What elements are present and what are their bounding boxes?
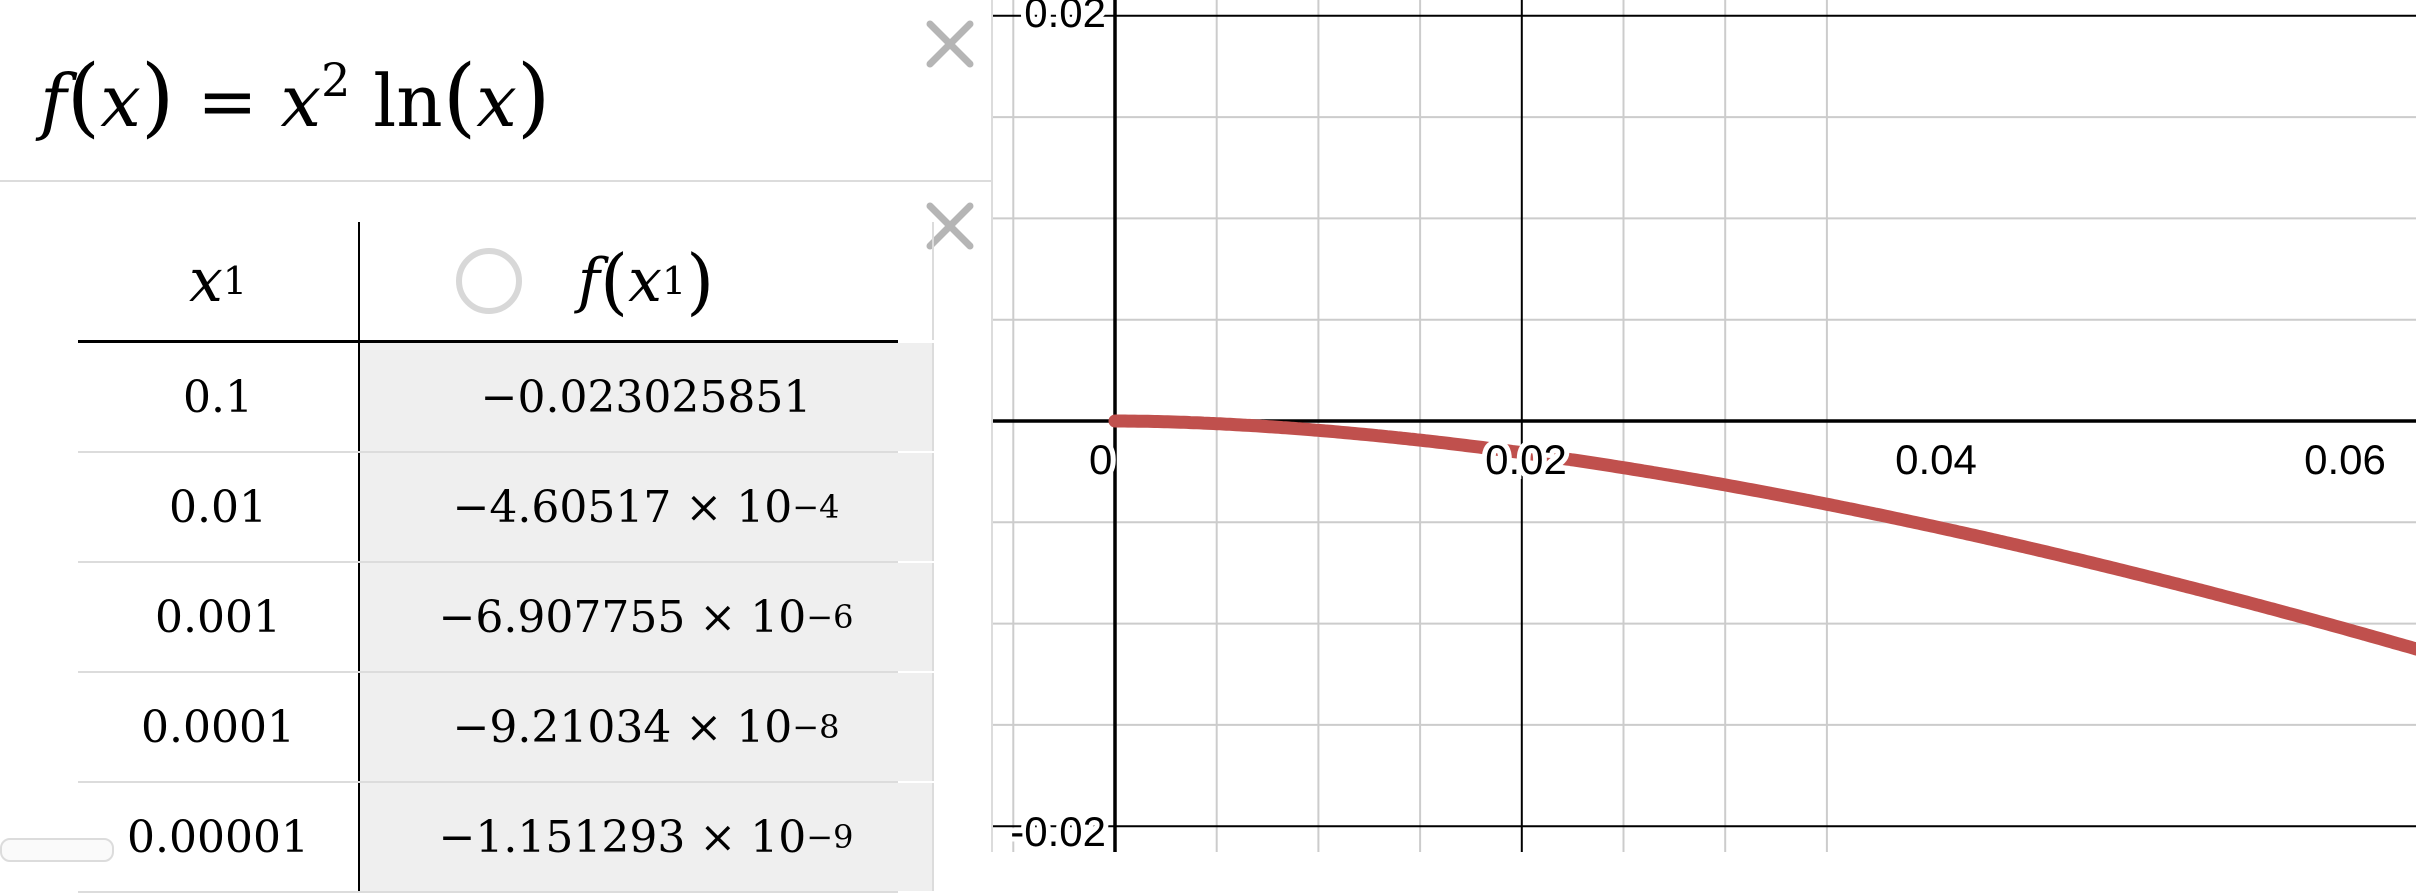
value-cell: −4.60517 × 10 −4 — [358, 453, 934, 561]
x-cell[interactable]: 0.0001 — [141, 701, 295, 753]
function-variable: x — [100, 59, 141, 143]
paren-close-2: ) — [516, 47, 551, 147]
y-tick-label-bottom: -0.02 — [1010, 808, 1106, 852]
y-tick-label-top: 0.02 — [1024, 0, 1106, 36]
close-icon — [926, 202, 974, 250]
table-row: 0.1 −0.023025851 — [78, 343, 934, 453]
delete-table-button[interactable] — [920, 196, 980, 256]
paren-open-2: ( — [442, 47, 477, 147]
expression-formula[interactable]: f(x) = x2 ln(x) — [40, 30, 550, 147]
header-f-x1[interactable]: f(x 1) — [358, 222, 934, 340]
x-tick-label-0: 0 — [1089, 436, 1112, 483]
equals-sign: = — [197, 59, 258, 143]
x-cell[interactable]: 0.00001 — [127, 811, 309, 863]
ln-operator: ln — [373, 59, 443, 143]
x-tick-label-3: 0.06 — [2304, 436, 2386, 483]
ln-argument: x — [476, 59, 517, 143]
paren-close: ) — [140, 47, 175, 147]
table-row: 0.00001 −1.151293 × 10 −9 — [78, 783, 934, 893]
scroll-handle[interactable] — [0, 838, 114, 862]
x-tick-label-1: 0.02 — [1485, 436, 1567, 483]
value-cell: −0.023025851 — [358, 343, 934, 451]
x-cell[interactable]: 0.001 — [155, 591, 281, 643]
table-row: 0.0001 −9.21034 × 10 −8 — [78, 673, 934, 783]
x-cell[interactable]: 0.1 — [183, 371, 253, 423]
function-curve[interactable] — [1108, 414, 2416, 656]
circle-icon[interactable] — [456, 248, 522, 314]
graph-canvas[interactable]: 0 0.02 0.04 0.06 0.02 -0.02 — [993, 0, 2416, 852]
expression-item[interactable]: f(x) = x2 ln(x) — [0, 0, 991, 182]
x-cell[interactable]: 0.01 — [169, 481, 267, 533]
delete-expression-button[interactable] — [920, 14, 980, 74]
base-variable: x — [280, 59, 322, 143]
value-cell: −1.151293 × 10 −9 — [358, 783, 934, 891]
function-name: f — [40, 59, 67, 143]
table-row: 0.01 −4.60517 × 10 −4 — [78, 453, 934, 563]
close-icon — [926, 20, 974, 68]
x-tick-label-2: 0.04 — [1895, 436, 1977, 483]
exponent: 2 — [321, 53, 351, 107]
table-row: 0.001 −6.907755 × 10 −6 — [78, 563, 934, 673]
value-cell: −9.21034 × 10 −8 — [358, 673, 934, 781]
value-cell: −6.907755 × 10 −6 — [358, 563, 934, 671]
paren-open: ( — [66, 47, 101, 147]
